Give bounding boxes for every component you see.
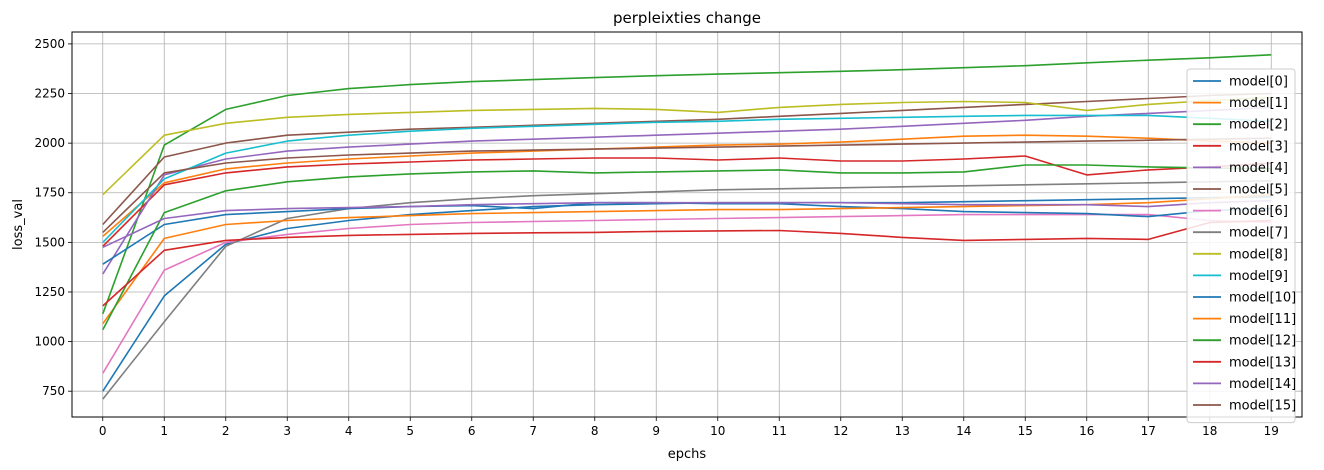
x-tick-label: 14 [956,424,971,438]
legend-label: model[13] [1229,355,1296,370]
y-axis-label: loss_val [11,199,26,250]
series-line-model-13 [102,219,1272,307]
plot-frame [71,31,1303,418]
grid-lines [72,32,1302,417]
legend-label: model[0] [1229,75,1288,90]
series-line-model-8 [102,96,1272,196]
y-tick-label: 2500 [34,37,65,51]
x-tick-label: 6 [468,424,476,438]
legend-label: model[6] [1229,204,1288,219]
x-tick-label: 7 [529,424,537,438]
x-tick-label: 11 [772,424,787,438]
legend-label: model[12] [1229,334,1296,349]
series-line-model-10 [102,201,1272,265]
legend-box [1186,68,1296,424]
y-tick-label: 2250 [34,87,65,101]
series-line-model-5 [102,92,1272,226]
series-line-model-9 [102,114,1272,243]
x-tick-label: 4 [345,424,353,438]
series-line-model-0 [102,195,1272,392]
legend: model[0] model[1] model[2] model[3] model[4]… [1186,68,1296,424]
series-line-model-3 [102,155,1272,247]
x-tick-label: 18 [1202,424,1217,438]
series-line-model-7 [102,180,1272,400]
chart-title: perpleixties change [613,9,761,27]
legend-label: model[1] [1229,96,1288,111]
legend-label: model[3] [1229,139,1288,154]
legend-label: model[5] [1229,183,1288,198]
series-line-model-12 [102,164,1272,331]
x-tick-label: 9 [652,424,660,438]
series-line-model-1 [102,134,1272,238]
y-tick-label: 1750 [34,186,65,200]
y-tick-label: 1250 [34,285,65,299]
y-tick-label: 1000 [34,335,65,349]
legend-label: model[14] [1229,377,1296,392]
series-line-model-2 [102,54,1272,315]
x-tick-label: 8 [591,424,599,438]
y-axis-ticks: 750 1000 1250 1500 1750 2000 2250 2500 [34,37,72,398]
x-tick-label: 15 [1018,424,1033,438]
legend-label: model[10] [1229,291,1296,306]
x-tick-label: 16 [1079,424,1094,438]
legend-label: model[4] [1229,161,1288,176]
legend-label: model[8] [1229,247,1288,262]
x-axis-label: epchs [668,447,707,462]
x-tick-label: 12 [833,424,848,438]
x-axis-ticks: 0 1 2 3 4 5 6 7 8 9 10 11 12 13 14 15 16 17 18 19 [99,417,1279,438]
series-line-model-4 [102,106,1272,275]
x-tick-label: 1 [160,424,168,438]
legend-label: model[2] [1229,118,1288,133]
legend-label: model[15] [1229,399,1296,414]
x-tick-label: 0 [99,424,107,438]
series-line-model-14 [102,199,1272,249]
y-tick-label: 2000 [34,136,65,150]
legend-label: model[9] [1229,269,1288,284]
x-tick-label: 19 [1264,424,1279,438]
x-tick-label: 5 [406,424,414,438]
x-tick-label: 10 [710,424,725,438]
x-tick-label: 13 [895,424,910,438]
y-tick-label: 1500 [34,235,65,249]
y-tick-label: 750 [42,384,65,398]
x-tick-label: 17 [1141,424,1156,438]
series-line-model-15 [102,137,1272,233]
x-tick-label: 2 [222,424,230,438]
series-line-model-6 [102,213,1272,374]
legend-label: model[11] [1229,312,1296,327]
series-lines [102,54,1272,400]
x-tick-label: 3 [283,424,291,438]
legend-label: model[7] [1229,226,1288,241]
